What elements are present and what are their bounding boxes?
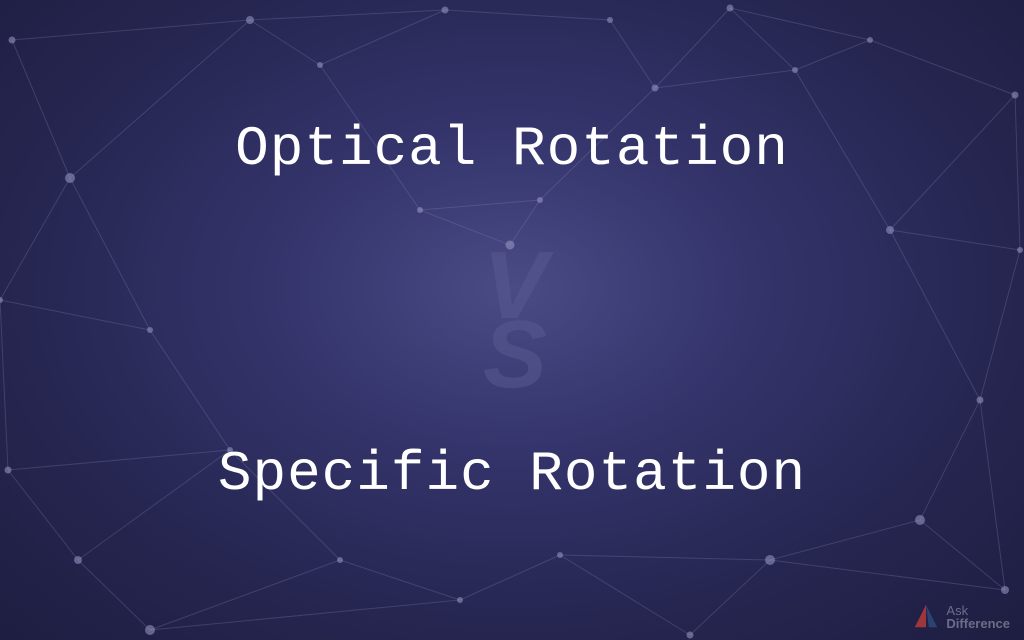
watermark-logo-icon — [912, 602, 940, 630]
vs-divider: V S — [483, 251, 541, 389]
watermark: Ask Difference — [912, 602, 1010, 630]
comparison-graphic: Optical Rotation V S Specific Rotation A… — [0, 0, 1024, 640]
vs-letter-s: S — [483, 320, 541, 389]
title-bottom: Specific Rotation — [218, 442, 806, 506]
watermark-line2: Difference — [946, 617, 1010, 630]
watermark-text: Ask Difference — [946, 604, 1010, 630]
title-top: Optical Rotation — [235, 117, 789, 181]
